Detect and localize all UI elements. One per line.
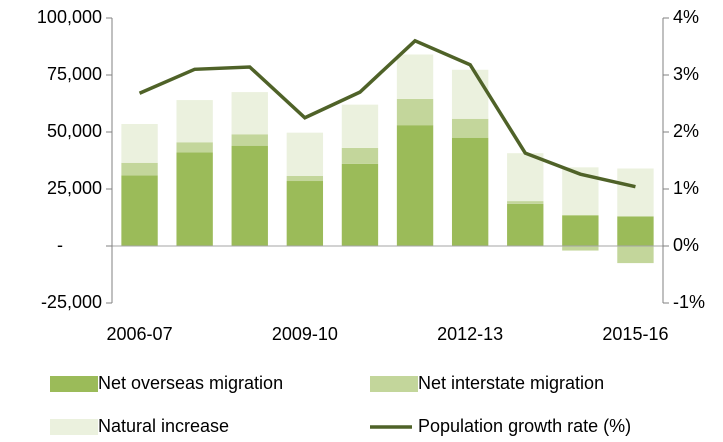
bar	[286, 132, 324, 177]
legend-label: Net overseas migration	[98, 373, 283, 393]
bar	[451, 69, 489, 119]
bar	[341, 147, 379, 164]
bar	[231, 134, 268, 146]
legend-label: Population growth rate (%)	[418, 416, 631, 436]
bar	[286, 181, 324, 246]
bar	[451, 137, 489, 246]
bar	[176, 100, 213, 143]
y2-tick-label: 4%	[673, 7, 699, 27]
bar	[121, 162, 158, 176]
x-tick-label: 2006-07	[107, 324, 173, 344]
y2-tick-label: 2%	[673, 121, 699, 141]
bar	[341, 163, 379, 246]
legend-label: Natural increase	[98, 416, 229, 436]
bar	[507, 153, 544, 202]
bar	[176, 152, 213, 246]
bar	[507, 203, 544, 246]
legend-swatch	[370, 376, 418, 392]
bar	[617, 168, 654, 217]
y-tick-label: -25,000	[41, 292, 102, 312]
legend-swatch	[50, 419, 98, 435]
bar	[286, 176, 324, 182]
bar	[121, 175, 158, 246]
x-tick-label: 2009-10	[272, 324, 338, 344]
x-tick-label: 2015-16	[602, 324, 668, 344]
y2-tick-label: -1%	[673, 292, 705, 312]
x-tick-label: 2012-13	[437, 324, 503, 344]
y-tick-label: 25,000	[47, 178, 102, 198]
bar	[562, 246, 599, 251]
y-tick-label: -	[57, 235, 63, 255]
bar	[121, 124, 158, 163]
bar	[341, 104, 379, 148]
bar	[617, 246, 654, 264]
bar	[507, 201, 544, 204]
y-tick-label: 50,000	[47, 121, 102, 141]
bar	[396, 98, 434, 126]
y-tick-label: 100,000	[37, 7, 102, 27]
bar	[396, 125, 434, 246]
y2-tick-label: 0%	[673, 235, 699, 255]
legend-label: Net interstate migration	[418, 373, 604, 393]
bar	[231, 92, 268, 135]
y-tick-label: 75,000	[47, 64, 102, 84]
bar	[562, 215, 599, 246]
bar	[396, 54, 434, 99]
bar	[617, 216, 654, 246]
bar	[176, 142, 213, 153]
bar	[231, 145, 268, 246]
legend-swatch	[50, 376, 98, 392]
y2-tick-label: 1%	[673, 178, 699, 198]
y2-tick-label: 3%	[673, 64, 699, 84]
bar	[451, 118, 489, 138]
line	[138, 38, 636, 189]
